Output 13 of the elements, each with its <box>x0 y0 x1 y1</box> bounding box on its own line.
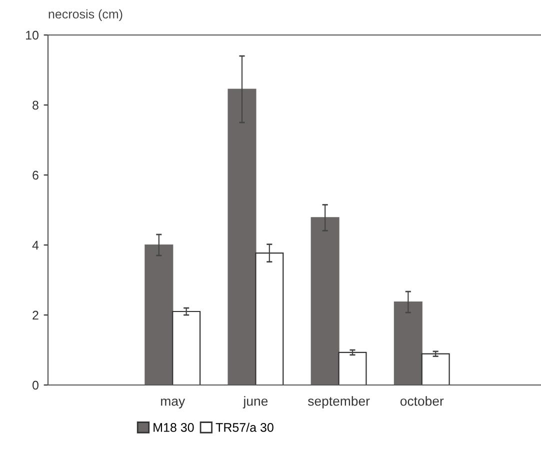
y-axis-title: necrosis (cm) <box>48 9 122 21</box>
y-tick-label: 4 <box>32 240 39 250</box>
y-tick-label: 6 <box>32 170 38 180</box>
y-tick-label: 10 <box>26 30 38 40</box>
legend-label: M18 30 <box>154 423 194 432</box>
x-tick-label: june <box>242 396 268 408</box>
x-tick-label: september <box>308 396 370 408</box>
x-tick-label: october <box>400 396 444 406</box>
x-tick-label: may <box>161 398 186 408</box>
y-tick-label: 2 <box>32 310 38 320</box>
y-tick-label: 8 <box>32 100 38 110</box>
legend-label: TR57/a 30 <box>216 422 274 432</box>
y-tick-label: 0 <box>32 380 38 390</box>
